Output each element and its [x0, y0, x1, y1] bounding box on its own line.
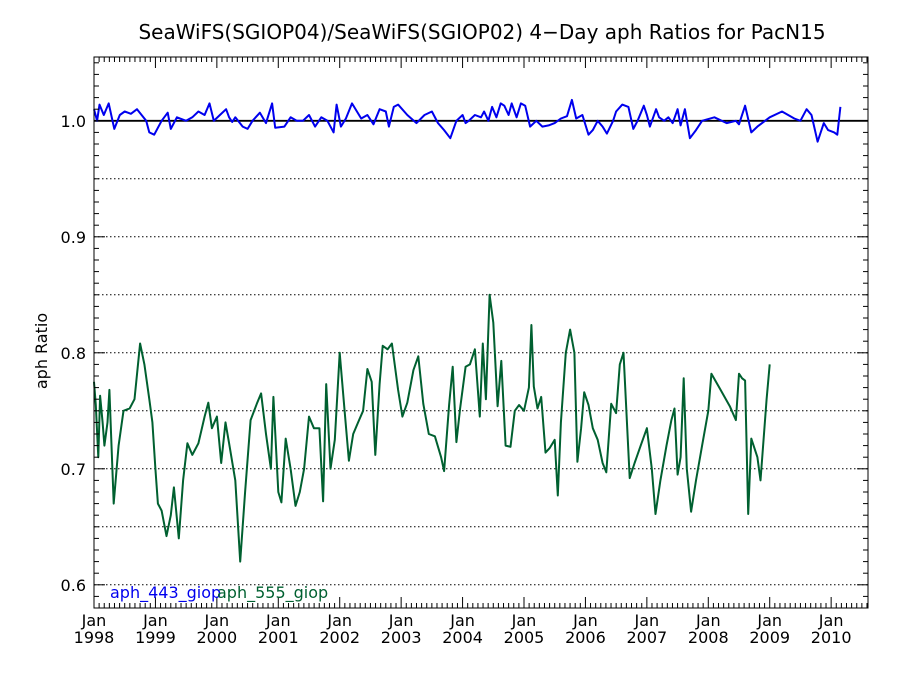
- x-tick-year-label: 2006: [565, 628, 606, 647]
- x-tick-year-label: 1999: [135, 628, 176, 647]
- x-tick-month-label: Jan: [326, 611, 352, 630]
- plot-frame: [93, 56, 869, 609]
- legend-entry-aph-443: aph_443_giop: [110, 583, 221, 603]
- x-tick-year-label: 2007: [626, 628, 667, 647]
- x-axis: Jan1998Jan1999Jan2000Jan2001Jan2002Jan20…: [74, 57, 868, 647]
- series-line-aph_443_giop: [93, 98, 842, 143]
- x-tick-month-label: Jan: [388, 611, 414, 630]
- grid-lines: [94, 178, 868, 586]
- x-tick-month-label: Jan: [204, 611, 230, 630]
- x-tick-month-label: Jan: [695, 611, 721, 630]
- x-tick-year-label: 2002: [319, 628, 360, 647]
- x-tick-year-label: 2000: [196, 628, 237, 647]
- y-tick-label: 0.7: [61, 460, 86, 479]
- y-tick-label: 0.6: [61, 576, 86, 595]
- series-group: [93, 98, 842, 563]
- y-axis: 0.6 0.7 0.8 0.9 1.0: [61, 62, 868, 609]
- y-tick-label: 1.0: [61, 112, 86, 131]
- x-tick-month-label: Jan: [818, 611, 844, 630]
- x-tick-month-label: Jan: [572, 611, 598, 630]
- x-tick-year-label: 2001: [258, 628, 299, 647]
- y-tick-label: 0.9: [61, 228, 86, 247]
- x-tick-year-label: 2004: [442, 628, 483, 647]
- x-tick-month-label: Jan: [756, 611, 782, 630]
- x-tick-month-label: Jan: [265, 611, 291, 630]
- x-tick-year-label: 2005: [504, 628, 545, 647]
- x-tick-month-label: Jan: [511, 611, 537, 630]
- y-tick-label: 0.8: [61, 344, 86, 363]
- chart-title: SeaWiFS(SGIOP04)/SeaWiFS(SGIOP02) 4−Day …: [138, 20, 825, 44]
- x-tick-month-label: Jan: [81, 611, 107, 630]
- x-tick-year-label: 1998: [74, 628, 115, 647]
- x-tick-month-label: Jan: [634, 611, 660, 630]
- x-tick-year-label: 2009: [749, 628, 790, 647]
- series-line-aph_555_giop: [93, 293, 771, 563]
- x-tick-year-label: 2003: [381, 628, 422, 647]
- x-tick-year-label: 2008: [688, 628, 729, 647]
- legend-entry-aph-555: aph_555_giop: [217, 583, 328, 603]
- x-tick-month-label: Jan: [142, 611, 168, 630]
- y-axis-label: aph Ratio: [32, 313, 51, 389]
- x-tick-year-label: 2010: [811, 628, 852, 647]
- x-tick-month-label: Jan: [449, 611, 475, 630]
